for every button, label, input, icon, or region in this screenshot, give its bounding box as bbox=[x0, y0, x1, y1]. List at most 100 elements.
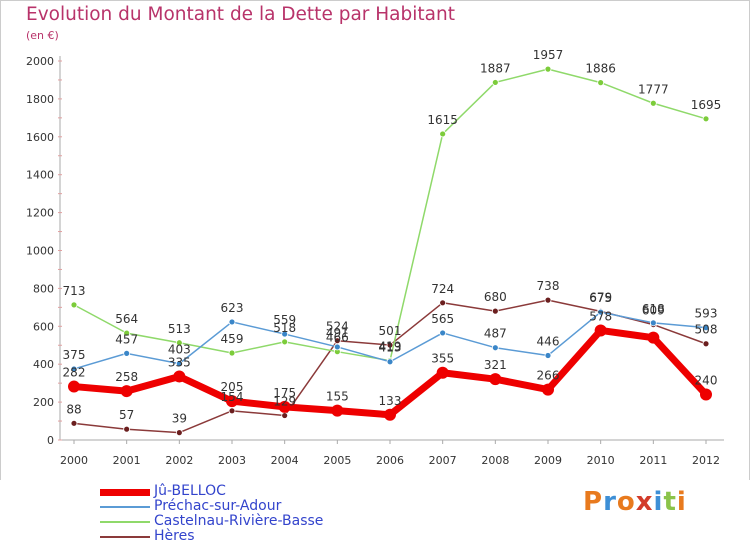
data-point bbox=[542, 383, 554, 396]
data-label: 205 bbox=[221, 380, 244, 394]
x-tick-label: 2000 bbox=[60, 454, 88, 467]
data-point bbox=[175, 339, 183, 347]
data-label: 518 bbox=[273, 321, 296, 335]
data-label: 459 bbox=[221, 332, 244, 346]
x-tick-label: 2007 bbox=[429, 454, 457, 467]
logo-letter: i bbox=[653, 487, 664, 517]
logo-letter: i bbox=[676, 487, 687, 517]
data-point bbox=[439, 130, 447, 138]
data-label: 39 bbox=[172, 412, 187, 426]
y-tick-label: 0 bbox=[47, 434, 54, 447]
data-label: 154 bbox=[221, 390, 244, 404]
data-label: 564 bbox=[115, 312, 138, 326]
data-label: 413 bbox=[379, 341, 402, 355]
data-label: 266 bbox=[537, 369, 560, 383]
x-tick-label: 2004 bbox=[271, 454, 299, 467]
data-point bbox=[544, 296, 552, 304]
data-label: 680 bbox=[484, 290, 507, 304]
data-point bbox=[649, 99, 657, 107]
data-point bbox=[281, 330, 289, 338]
data-point bbox=[439, 329, 447, 337]
y-tick-label: 2000 bbox=[26, 55, 54, 68]
legend-label: Hères bbox=[154, 528, 195, 544]
data-point bbox=[649, 319, 657, 327]
logo-letter: o bbox=[616, 487, 636, 517]
data-label: 321 bbox=[484, 358, 507, 372]
data-point bbox=[175, 360, 183, 368]
data-point bbox=[594, 324, 607, 337]
data-label: 375 bbox=[63, 348, 86, 362]
data-point bbox=[70, 365, 78, 373]
data-label: 508 bbox=[695, 323, 718, 337]
y-tick-label: 1200 bbox=[26, 207, 54, 220]
data-point bbox=[123, 425, 131, 433]
data-label: 679 bbox=[589, 290, 612, 304]
data-point bbox=[491, 344, 499, 352]
legend-label: Castelnau-Rivière-Basse bbox=[154, 513, 324, 529]
data-label: 623 bbox=[221, 301, 244, 315]
data-label: 240 bbox=[695, 374, 718, 388]
data-label: 559 bbox=[273, 313, 296, 327]
legend-label: Jû-BELLOC bbox=[154, 483, 226, 499]
y-tick-label: 1800 bbox=[26, 93, 54, 106]
data-label: 446 bbox=[537, 334, 560, 348]
data-point bbox=[702, 324, 710, 332]
data-point bbox=[228, 318, 236, 326]
data-label: 57 bbox=[119, 408, 134, 422]
line-chart: 0 200 400 600 800 1000 1200 1400 1600 1800 2000 200… bbox=[0, 0, 750, 480]
data-point bbox=[123, 329, 131, 337]
data-point bbox=[68, 380, 80, 393]
data-point bbox=[331, 404, 344, 417]
chart-title: Evolution du Montant de la Dette par Hab… bbox=[26, 4, 455, 25]
y-tick-label: 200 bbox=[33, 396, 54, 409]
data-label: 335 bbox=[168, 356, 191, 370]
data-label: 258 bbox=[115, 370, 138, 384]
logo-letter: x bbox=[635, 487, 654, 517]
data-point bbox=[70, 419, 78, 427]
data-point bbox=[226, 395, 238, 408]
data-label: 133 bbox=[379, 394, 402, 408]
data-label: 501 bbox=[379, 324, 402, 338]
data-label: 1887 bbox=[480, 61, 511, 75]
logo-letter: P bbox=[583, 487, 604, 517]
legend-swatch bbox=[100, 506, 150, 508]
data-label: 487 bbox=[484, 327, 507, 341]
y-tick-label: 1600 bbox=[26, 131, 54, 144]
data-point bbox=[384, 408, 396, 421]
data-label: 419 bbox=[379, 340, 402, 354]
data-point bbox=[228, 407, 236, 415]
data-label: 129 bbox=[273, 395, 296, 409]
data-label: 403 bbox=[168, 343, 191, 357]
data-point bbox=[702, 115, 710, 123]
data-point bbox=[175, 429, 183, 437]
data-label: 88 bbox=[66, 402, 81, 416]
data-label: 724 bbox=[431, 282, 454, 296]
x-tick-label: 2003 bbox=[218, 454, 246, 467]
data-label: 713 bbox=[63, 284, 86, 298]
logo-letter: r bbox=[603, 487, 617, 517]
data-point bbox=[597, 308, 605, 316]
data-label: 175 bbox=[273, 386, 296, 400]
x-tick-label: 2009 bbox=[534, 454, 562, 467]
chart-border bbox=[0, 0, 750, 480]
data-label: 565 bbox=[431, 312, 454, 326]
data-label: 355 bbox=[431, 352, 454, 366]
data-label: 155 bbox=[326, 390, 349, 404]
data-label: 593 bbox=[695, 307, 718, 321]
x-tick-label: 2001 bbox=[113, 454, 141, 467]
x-tick-label: 2011 bbox=[639, 454, 667, 467]
chart-unit: (en €) bbox=[26, 29, 59, 42]
data-point bbox=[70, 301, 78, 309]
data-label: 491 bbox=[326, 326, 349, 340]
y-tick-label: 600 bbox=[33, 320, 54, 333]
data-point bbox=[700, 388, 712, 401]
legend-label: Préchac-sur-Adour bbox=[154, 498, 282, 514]
data-point bbox=[278, 400, 291, 413]
data-point bbox=[281, 338, 289, 346]
data-point bbox=[544, 352, 552, 359]
data-point bbox=[489, 373, 502, 386]
data-label: 578 bbox=[589, 309, 612, 323]
data-label: 675 bbox=[589, 291, 612, 305]
data-label: 466 bbox=[326, 331, 349, 345]
data-label: 524 bbox=[326, 320, 349, 334]
